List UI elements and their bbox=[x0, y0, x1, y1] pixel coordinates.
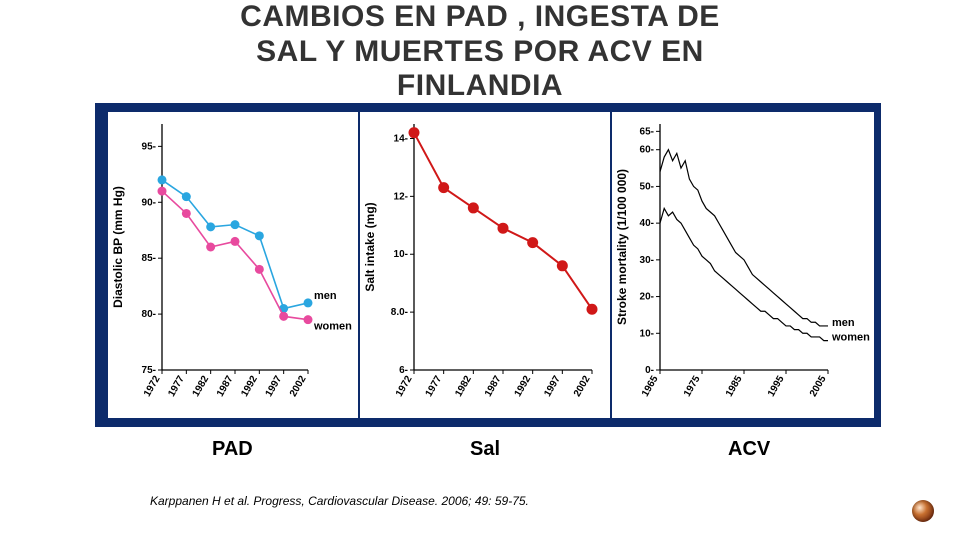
svg-text:50-: 50- bbox=[640, 181, 654, 192]
label-pad: PAD bbox=[212, 438, 253, 461]
svg-text:95-: 95- bbox=[142, 141, 156, 152]
svg-text:75-: 75- bbox=[142, 365, 156, 376]
svg-text:6-: 6- bbox=[399, 365, 408, 376]
svg-text:60-: 60- bbox=[640, 145, 654, 156]
svg-text:Stroke mortality (1/100 000): Stroke mortality (1/100 000) bbox=[615, 169, 629, 325]
svg-text:1997: 1997 bbox=[542, 374, 563, 399]
chart-pad: 75- 80- 85- 90- 95- 1972197719821987199219972… bbox=[108, 112, 358, 418]
svg-text:1995: 1995 bbox=[766, 374, 787, 399]
svg-text:10-: 10- bbox=[394, 249, 408, 260]
svg-text:2005: 2005 bbox=[808, 374, 829, 399]
svg-text:65-: 65- bbox=[640, 126, 654, 137]
svg-text:Diastolic BP (mm Hg): Diastolic BP (mm Hg) bbox=[111, 186, 125, 308]
bullet-icon bbox=[912, 500, 934, 522]
svg-text:85-: 85- bbox=[142, 253, 156, 264]
svg-text:women: women bbox=[831, 332, 870, 344]
svg-text:1987: 1987 bbox=[215, 374, 236, 399]
svg-text:1977: 1977 bbox=[166, 374, 187, 399]
svg-text:1992: 1992 bbox=[513, 374, 534, 399]
svg-text:30-: 30- bbox=[640, 255, 654, 266]
svg-text:women: women bbox=[313, 321, 352, 333]
svg-text:80-: 80- bbox=[142, 309, 156, 320]
title-line-1: CAMBIOS EN PAD , INGESTA DE bbox=[240, 0, 720, 33]
svg-text:1965: 1965 bbox=[640, 374, 661, 399]
chart-sal: 6- 8.0- 10- 12- 14- 1972 1977 1982 1987 1992 1997 2… bbox=[360, 112, 610, 418]
svg-text:0-: 0- bbox=[645, 365, 654, 376]
svg-text:Salt intake (mg): Salt intake (mg) bbox=[363, 202, 377, 291]
svg-text:1977: 1977 bbox=[424, 374, 445, 399]
svg-text:2002: 2002 bbox=[288, 374, 309, 399]
svg-text:90-: 90- bbox=[142, 197, 156, 208]
svg-text:14-: 14- bbox=[394, 133, 408, 144]
title-line-3: FINLANDIA bbox=[397, 69, 563, 102]
label-acv: ACV bbox=[728, 438, 770, 461]
title-line-2: SAL Y MUERTES POR ACV EN bbox=[256, 35, 704, 68]
svg-text:1985: 1985 bbox=[724, 374, 745, 399]
svg-text:8.0-: 8.0- bbox=[391, 307, 408, 318]
svg-text:men: men bbox=[832, 317, 855, 329]
svg-text:40-: 40- bbox=[640, 218, 654, 229]
svg-text:20-: 20- bbox=[640, 292, 654, 303]
svg-text:1982: 1982 bbox=[453, 374, 474, 399]
svg-text:1975: 1975 bbox=[682, 374, 703, 399]
label-sal: Sal bbox=[470, 438, 500, 461]
chart-acv: 0- 10- 20- 30- 40- 50- 60- 65- 1965 1975 1985 1995 2… bbox=[612, 112, 874, 418]
svg-text:2002: 2002 bbox=[572, 374, 593, 399]
slide-title: CAMBIOS EN PAD , INGESTA DE SAL Y MUERTE… bbox=[0, 0, 960, 104]
svg-text:1987: 1987 bbox=[483, 374, 504, 399]
svg-text:1972: 1972 bbox=[142, 374, 163, 399]
svg-text:1982: 1982 bbox=[191, 374, 212, 399]
svg-text:12-: 12- bbox=[394, 191, 408, 202]
citation: Karppanen H et al. Progress, Cardiovascu… bbox=[150, 494, 529, 508]
svg-text:10-: 10- bbox=[640, 328, 654, 339]
svg-text:1992: 1992 bbox=[239, 374, 260, 399]
svg-text:1997: 1997 bbox=[264, 374, 285, 399]
svg-text:men: men bbox=[314, 290, 337, 302]
svg-text:1972: 1972 bbox=[394, 374, 415, 399]
